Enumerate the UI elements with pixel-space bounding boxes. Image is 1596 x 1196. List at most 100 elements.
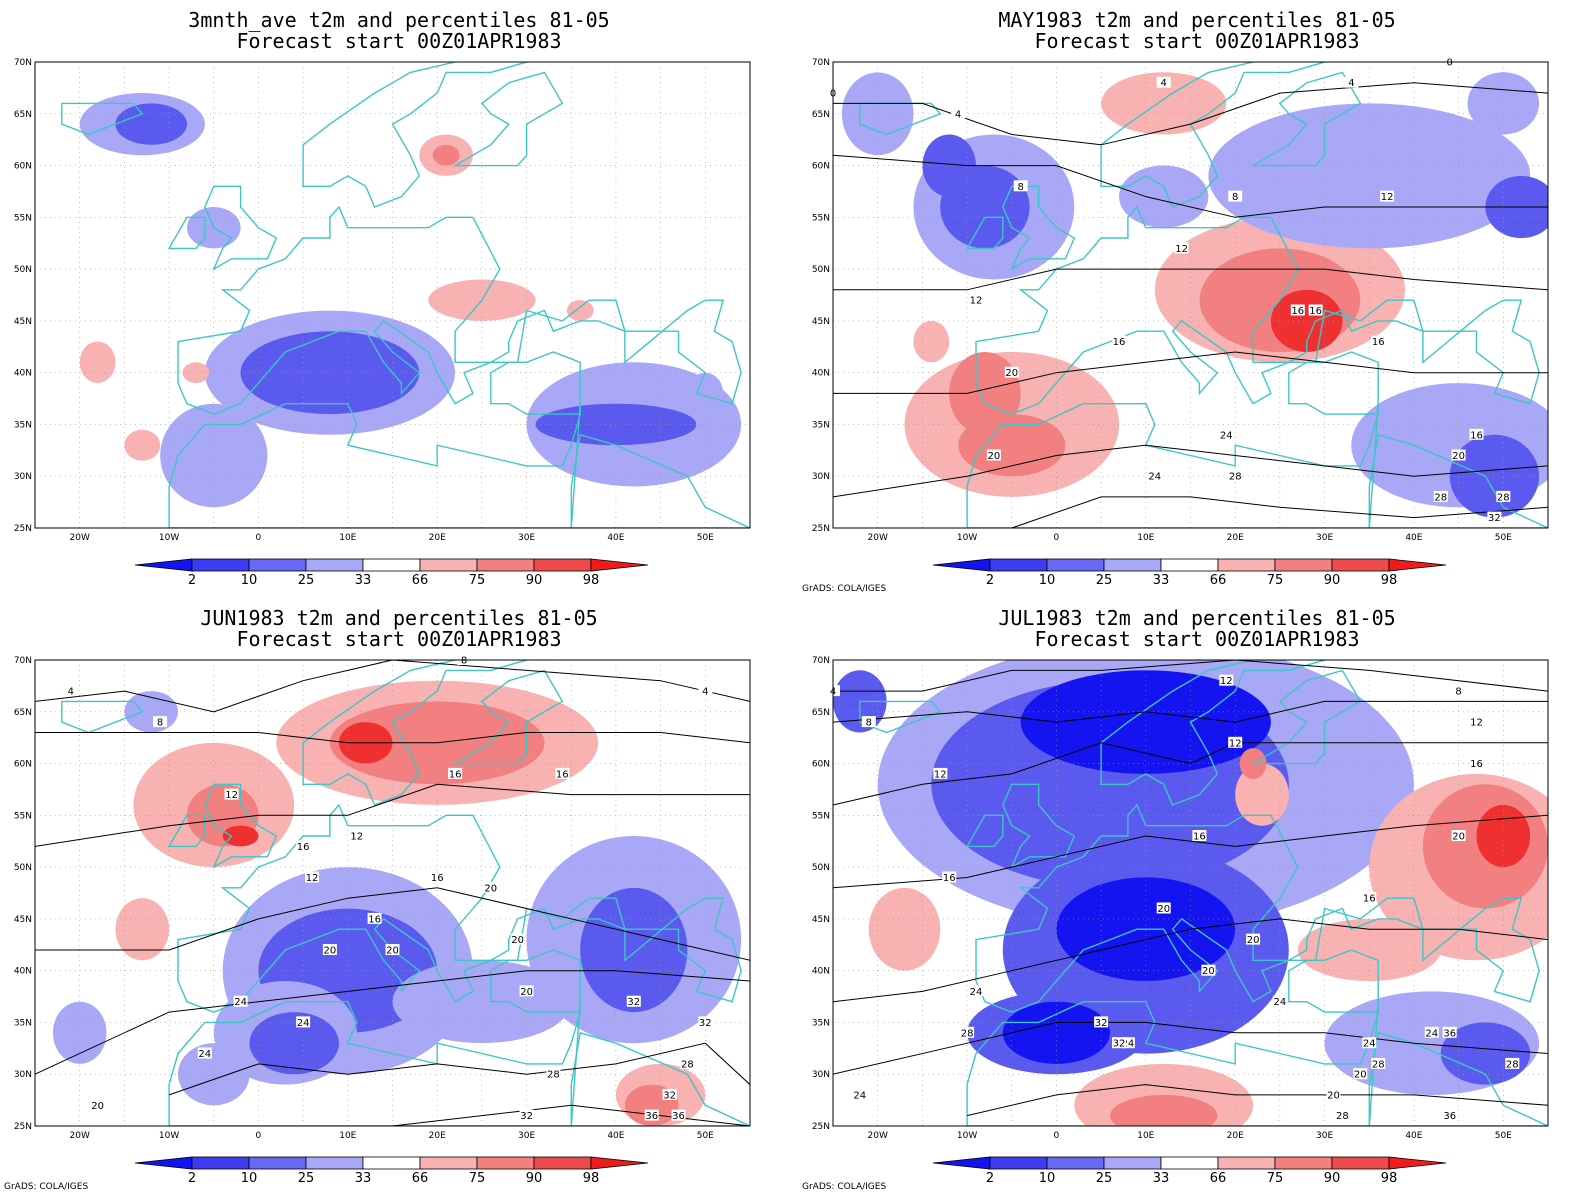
colorbar-box [533, 558, 592, 572]
colorbar-label: 90 [526, 1171, 543, 1186]
contour-label-text: 28 [1506, 1059, 1519, 1070]
contour-label: 20 [1353, 1068, 1368, 1081]
colorbar-label: 10 [241, 1171, 258, 1186]
contour-label-box [1201, 964, 1216, 976]
lat-tick-label: 70N [14, 656, 32, 666]
contour-label: 4 [1344, 76, 1359, 89]
isotherm-line [35, 660, 750, 713]
contour-label: 24 [1120, 1037, 1135, 1050]
contour-label-box [1424, 1026, 1439, 1038]
contour-label: 20 [510, 933, 525, 946]
contour-label-box [367, 912, 382, 924]
percentile-region [1020, 670, 1271, 774]
coastline [61, 700, 144, 734]
contour-label-box [960, 1026, 975, 1038]
lat-tick-label: 50N [14, 863, 32, 873]
contour-label-box [1442, 1109, 1457, 1121]
contour-label: 24 [1219, 428, 1234, 441]
contour-label-box [153, 716, 168, 728]
colorbar-label: 33 [355, 1171, 372, 1186]
contour-label-text: 8 [461, 656, 467, 667]
contour-label: 28 [546, 1068, 561, 1081]
contour-label: 36 [1442, 1109, 1457, 1122]
contour-label: 32 [1094, 1016, 1109, 1029]
contour-label-box [1362, 892, 1377, 904]
contour-label-box [644, 1109, 659, 1121]
contour-label: 16 [1192, 830, 1207, 843]
lat-tick-label: 55N [812, 213, 830, 223]
contour-label-box [296, 1016, 311, 1028]
contour-label-box [698, 685, 713, 697]
colorbar: 2 10 25 33 66 75 90 98 [932, 558, 1447, 588]
panel-jul1983: JUL1983 t2m and percentiles 81-05 Foreca… [798, 598, 1596, 1196]
contour-label-box [1362, 1037, 1377, 1049]
lon-tick-label: 30E [518, 533, 535, 543]
percentile-region [52, 1001, 107, 1064]
lat-tick-label: 25N [812, 524, 830, 534]
contour-label-text: 4 [955, 109, 961, 120]
contour-label: 24 [1272, 995, 1287, 1008]
contour-label-text: 24 [1363, 1039, 1376, 1050]
contour-label: 16 [430, 871, 445, 884]
isotherm-line [833, 82, 1548, 146]
contour-label-text: 32 [1488, 513, 1501, 524]
contour-label-text: 20 [386, 946, 399, 957]
graticule [833, 660, 1548, 1126]
lon-tick-label: 0 [256, 1131, 262, 1141]
contour-label: 20 [519, 985, 534, 998]
contour-label: 32 [662, 1088, 677, 1101]
colorbar-label: 90 [1324, 573, 1341, 588]
contour-label-text: 12 [970, 296, 983, 307]
contour-label: 4 [1156, 76, 1171, 89]
contour-label: 32 [519, 1109, 534, 1122]
colorbar-box [1217, 1156, 1276, 1170]
lon-tick-label: 20W [868, 1131, 888, 1141]
contour-label: 20 [385, 944, 400, 957]
contour-label-box [1228, 736, 1243, 748]
lon-tick-label: 30E [1316, 1131, 1333, 1141]
contour-label-box [1451, 449, 1466, 461]
contour-label: 32 [626, 995, 641, 1008]
coastline [167, 814, 206, 848]
colorbar-box [1217, 558, 1276, 572]
plot-frame [832, 659, 1549, 1127]
colorbar-label: 98 [583, 1171, 600, 1186]
lon-tick-label: 10E [1137, 533, 1154, 543]
lat-tick-label: 60N [14, 760, 32, 770]
colorbar-label: 90 [1324, 1171, 1341, 1186]
coastline [1002, 185, 1076, 271]
colorbar-end-high [590, 558, 649, 572]
isotherm-line [392, 1104, 750, 1126]
coastlines [61, 62, 750, 528]
colorbar-box [362, 1156, 421, 1170]
lon-tick-label: 40E [607, 533, 624, 543]
lon-tick-label: 0 [1054, 1131, 1060, 1141]
contour-label-text: 12 [1175, 244, 1188, 255]
lat-tick-label: 40N [14, 369, 32, 379]
contour-label-text: 8 [1232, 192, 1238, 203]
colorbar-label: 33 [1153, 1171, 1170, 1186]
lat-tick-label: 35N [812, 420, 830, 430]
contour-label: 12 [1219, 674, 1234, 687]
percentile-region [1467, 72, 1540, 135]
lat-tick-label: 55N [14, 213, 32, 223]
lat-tick-label: 45N [812, 317, 830, 327]
colorbar-box [191, 558, 250, 572]
colorbar-label: 10 [241, 573, 258, 588]
contour-label: 20 [1246, 933, 1261, 946]
contour-label-box [519, 985, 534, 997]
coastline [1288, 351, 1379, 415]
isotherm-line [35, 783, 750, 847]
colorbar-label: 66 [1210, 1171, 1227, 1186]
contour-label: 20 [1451, 449, 1466, 462]
contour-label: 16 [1469, 757, 1484, 770]
percentile-shading [833, 62, 1548, 528]
colorbar-label: 25 [298, 1171, 315, 1186]
contour-label: 12 [224, 788, 239, 801]
lon-tick-label: 50E [697, 533, 714, 543]
contour-label-box [1147, 470, 1162, 482]
colorbar-label: 10 [1039, 573, 1056, 588]
panel-title: MAY1983 t2m and percentiles 81-05 [998, 8, 1396, 32]
contour-label-text: 4 [702, 687, 708, 698]
contour-label-text: 20 [520, 987, 533, 998]
